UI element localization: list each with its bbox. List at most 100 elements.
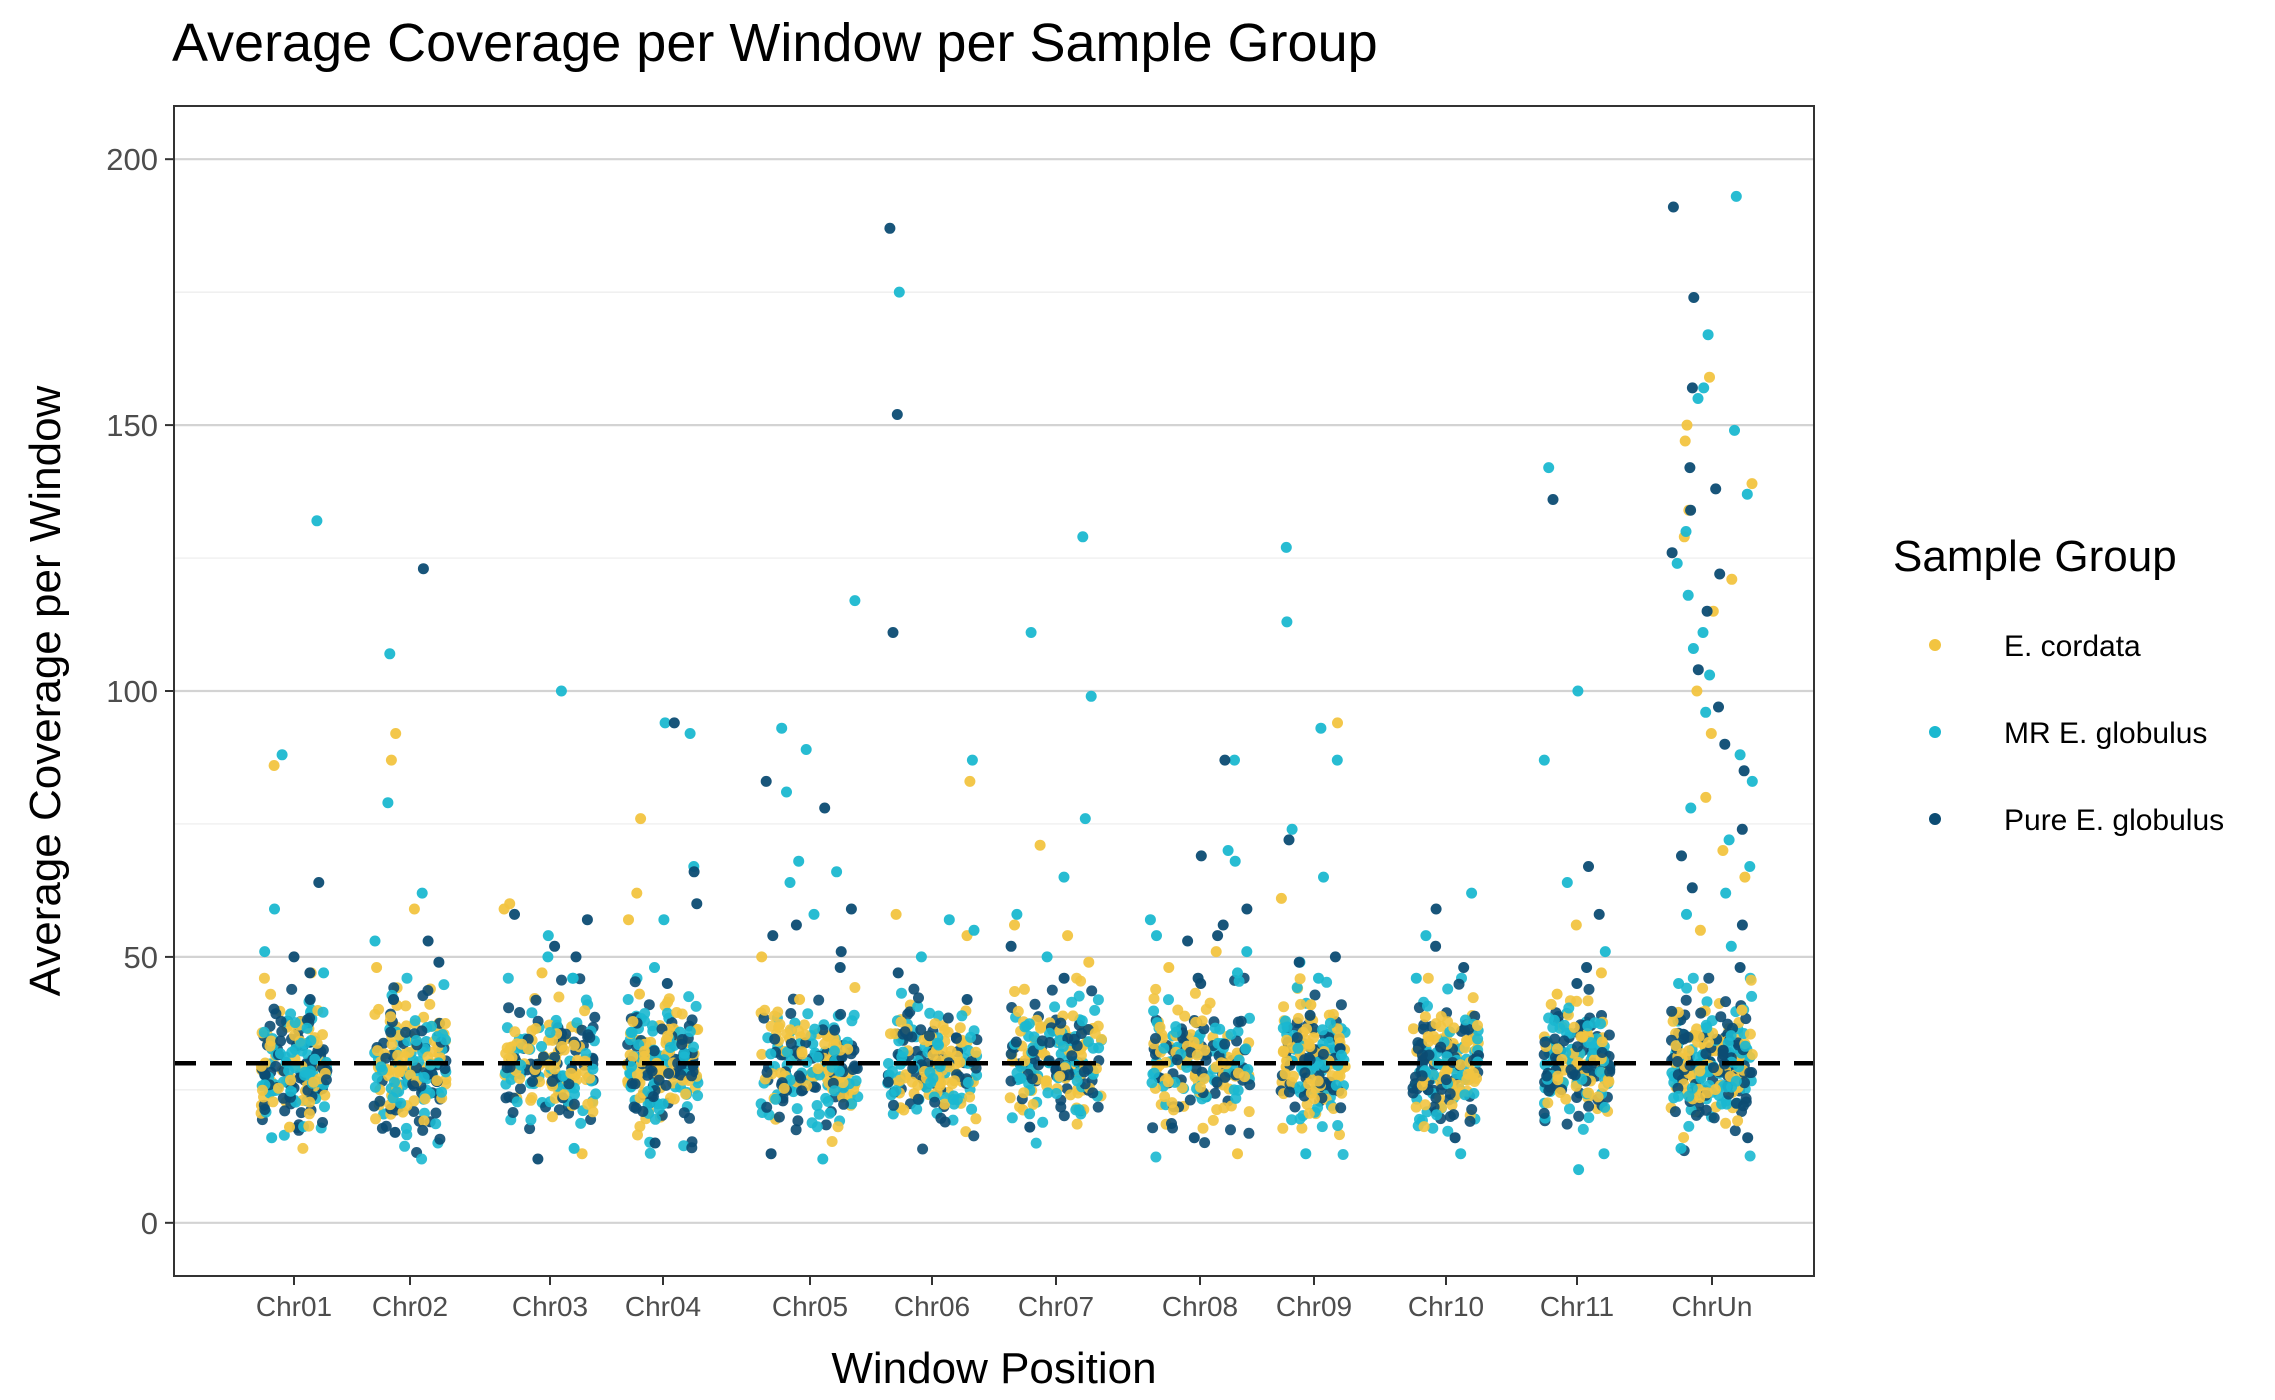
data-point xyxy=(503,1002,515,1014)
data-point xyxy=(627,1051,639,1063)
data-point xyxy=(1741,488,1753,500)
data-point xyxy=(892,967,904,979)
data-point xyxy=(1329,951,1341,963)
data-point xyxy=(276,1026,288,1038)
data-point xyxy=(1466,887,1478,899)
data-point xyxy=(812,1063,824,1075)
data-point xyxy=(1581,962,1593,973)
data-point xyxy=(568,1098,580,1110)
data-point xyxy=(781,1028,793,1040)
data-point xyxy=(1166,1118,1177,1129)
data-point xyxy=(369,935,381,947)
data-point xyxy=(1730,1097,1742,1109)
data-point xyxy=(430,1118,442,1130)
data-point xyxy=(649,1137,661,1149)
data-point xyxy=(568,1039,580,1051)
data-point xyxy=(274,1048,286,1060)
data-point xyxy=(686,1070,698,1082)
data-point xyxy=(1431,1109,1443,1121)
data-point xyxy=(1089,1004,1101,1016)
data-point xyxy=(968,1130,980,1142)
data-point xyxy=(1666,547,1678,559)
data-point xyxy=(1330,1079,1342,1091)
data-point xyxy=(1015,1073,1027,1084)
data-point xyxy=(498,903,510,915)
data-point xyxy=(1286,823,1298,835)
data-point xyxy=(912,1093,924,1105)
data-point xyxy=(790,919,802,931)
data-point xyxy=(832,1121,844,1133)
data-point xyxy=(1244,1012,1255,1024)
data-point xyxy=(1687,972,1699,984)
data-point xyxy=(1746,775,1758,787)
data-point xyxy=(1303,1038,1315,1050)
data-point xyxy=(525,1094,537,1106)
data-point xyxy=(1681,982,1693,994)
data-point xyxy=(1723,834,1735,846)
data-point xyxy=(1672,1082,1684,1094)
data-point xyxy=(820,1119,832,1131)
data-point xyxy=(684,1026,696,1037)
data-point xyxy=(433,956,445,968)
data-point xyxy=(1418,1121,1430,1133)
data-point xyxy=(1317,1048,1329,1060)
data-point xyxy=(942,1012,954,1024)
data-point xyxy=(1715,1011,1727,1023)
data-point xyxy=(1293,956,1305,968)
data-point xyxy=(1667,201,1679,213)
data-point xyxy=(1410,1101,1422,1113)
data-point xyxy=(417,563,429,575)
data-point xyxy=(939,1098,951,1110)
data-point xyxy=(770,1093,782,1105)
data-point xyxy=(1029,998,1041,1010)
data-point xyxy=(1044,1027,1055,1039)
data-point xyxy=(1278,1045,1289,1057)
data-point xyxy=(1334,1129,1345,1141)
data-point xyxy=(756,951,768,963)
data-point xyxy=(1058,871,1070,883)
data-point xyxy=(643,999,655,1011)
data-point xyxy=(1412,1043,1424,1054)
data-point xyxy=(1577,1123,1589,1135)
data-point xyxy=(511,1096,523,1108)
data-point xyxy=(587,1063,599,1075)
data-point xyxy=(1703,1037,1714,1048)
data-point xyxy=(286,983,298,995)
legend: Sample Group E. cordata MR E. globulus Pur… xyxy=(1893,532,2224,837)
data-point xyxy=(908,983,920,995)
data-point xyxy=(1703,972,1715,984)
data-point xyxy=(1444,1088,1456,1100)
data-point xyxy=(1068,1033,1080,1045)
data-point xyxy=(1230,1092,1242,1104)
data-point xyxy=(1011,908,1023,920)
data-point xyxy=(1166,1097,1178,1109)
data-point xyxy=(800,744,812,755)
data-point xyxy=(631,1069,643,1081)
data-point xyxy=(1419,1011,1431,1023)
data-point xyxy=(311,515,323,527)
data-point xyxy=(1089,1027,1101,1039)
data-point xyxy=(384,648,396,660)
data-point xyxy=(634,988,645,1000)
data-point xyxy=(527,1076,538,1087)
data-point xyxy=(1243,1106,1255,1118)
data-point xyxy=(318,967,330,979)
data-point xyxy=(1693,1031,1705,1042)
data-point xyxy=(1583,1112,1595,1124)
data-point xyxy=(1188,1132,1200,1144)
data-point xyxy=(1287,1070,1299,1082)
data-point xyxy=(1599,946,1611,958)
data-point xyxy=(635,813,647,825)
data-point xyxy=(1564,1103,1575,1115)
data-point xyxy=(1092,1101,1104,1113)
data-point xyxy=(761,1066,773,1078)
data-point xyxy=(436,1086,448,1098)
data-point xyxy=(1736,919,1748,931)
x-tick-label: Chr02 xyxy=(372,1291,448,1322)
data-point xyxy=(1422,972,1434,984)
data-point xyxy=(1318,871,1329,883)
data-point xyxy=(1092,994,1104,1006)
data-point xyxy=(1312,1102,1324,1114)
data-point xyxy=(1422,1000,1433,1012)
data-point xyxy=(1442,1125,1454,1137)
